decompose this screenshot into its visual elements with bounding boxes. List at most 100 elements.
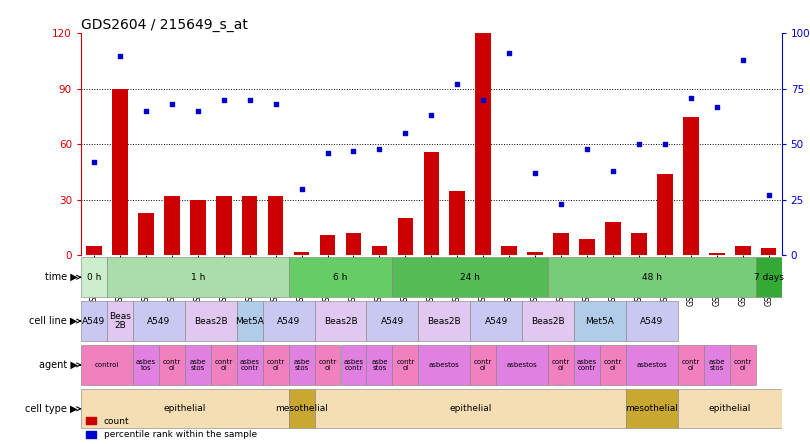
Point — [113, 52, 126, 59]
Point — [217, 96, 230, 103]
Bar — [683, 117, 698, 255]
Bar — [288, 345, 314, 385]
Text: 7 days: 7 days — [754, 273, 783, 282]
Bar — [81, 389, 288, 428]
Bar — [424, 152, 439, 255]
Bar — [216, 196, 232, 255]
Point — [321, 150, 334, 157]
Bar — [164, 196, 180, 255]
Text: A549: A549 — [640, 317, 663, 325]
Text: epithelial: epithelial — [449, 404, 492, 413]
Text: Beas2B: Beas2B — [194, 317, 228, 325]
Bar — [475, 33, 491, 255]
Point — [503, 50, 516, 57]
Bar — [237, 345, 262, 385]
Bar — [678, 345, 704, 385]
Text: 24 h: 24 h — [460, 273, 480, 282]
Point — [529, 170, 542, 177]
Bar — [626, 389, 678, 428]
Bar — [346, 233, 361, 255]
Text: contr
ol: contr ol — [318, 359, 337, 371]
Text: 48 h: 48 h — [642, 273, 662, 282]
Point — [165, 101, 178, 108]
Text: contr
ol: contr ol — [474, 359, 492, 371]
Text: epithelial: epithelial — [164, 404, 206, 413]
Bar — [626, 301, 678, 341]
Text: A549: A549 — [381, 317, 404, 325]
Bar — [211, 345, 237, 385]
Bar — [268, 196, 284, 255]
Point — [347, 147, 360, 155]
Point — [139, 107, 152, 115]
Point — [659, 141, 671, 148]
Text: asbestos: asbestos — [429, 362, 459, 368]
Text: mesothelial: mesothelial — [625, 404, 678, 413]
Bar — [340, 345, 366, 385]
Point — [451, 81, 464, 88]
Text: Met5A: Met5A — [235, 317, 264, 325]
Text: asbe
stos: asbe stos — [709, 359, 725, 371]
Text: 6 h: 6 h — [333, 273, 347, 282]
Bar — [605, 222, 620, 255]
Text: asbe
stos: asbe stos — [190, 359, 206, 371]
Bar — [678, 389, 782, 428]
Bar — [761, 248, 777, 255]
Text: asbes
contr: asbes contr — [240, 359, 260, 371]
Bar — [579, 239, 595, 255]
Text: contr
ol: contr ol — [396, 359, 415, 371]
Bar — [81, 301, 107, 341]
Bar — [709, 254, 725, 255]
Bar — [392, 345, 418, 385]
Text: asbes
tos: asbes tos — [136, 359, 156, 371]
Bar — [86, 246, 102, 255]
Text: cell line ▶: cell line ▶ — [29, 316, 78, 326]
Bar — [288, 258, 392, 297]
Bar — [107, 258, 288, 297]
Bar — [314, 389, 626, 428]
Bar — [81, 345, 133, 385]
Text: asbe
stos: asbe stos — [293, 359, 309, 371]
Bar — [262, 301, 314, 341]
Text: A549: A549 — [484, 317, 508, 325]
Bar — [314, 345, 340, 385]
Bar — [366, 345, 392, 385]
Text: agent ▶: agent ▶ — [39, 360, 78, 370]
Bar — [657, 174, 672, 255]
Bar — [418, 301, 471, 341]
Bar — [112, 89, 128, 255]
Point — [295, 185, 308, 192]
Text: mesothelial: mesothelial — [275, 404, 328, 413]
Bar — [704, 345, 730, 385]
Bar — [320, 235, 335, 255]
Text: Beas2B: Beas2B — [428, 317, 461, 325]
Bar — [730, 345, 756, 385]
Text: contr
ol: contr ol — [682, 359, 700, 371]
Text: asbestos: asbestos — [637, 362, 667, 368]
Bar — [631, 233, 646, 255]
Text: contr
ol: contr ol — [552, 359, 570, 371]
Bar — [185, 301, 237, 341]
Bar — [418, 345, 471, 385]
Text: asbes
contr: asbes contr — [577, 359, 597, 371]
Text: Beas
2B: Beas 2B — [109, 313, 131, 330]
Text: A549: A549 — [277, 317, 301, 325]
Point — [684, 94, 697, 101]
Bar — [294, 252, 309, 255]
Point — [424, 112, 437, 119]
Bar — [133, 301, 185, 341]
Bar — [366, 301, 418, 341]
Text: A549: A549 — [83, 317, 105, 325]
Text: asbe
stos: asbe stos — [371, 359, 388, 371]
Text: Beas2B: Beas2B — [324, 317, 357, 325]
Point — [269, 101, 282, 108]
Point — [762, 192, 775, 199]
Bar — [81, 258, 107, 297]
Bar — [450, 190, 465, 255]
Legend: count, percentile rank within the sample: count, percentile rank within the sample — [86, 417, 257, 440]
Bar — [190, 200, 206, 255]
Point — [191, 107, 204, 115]
Bar — [626, 345, 678, 385]
Point — [581, 145, 594, 152]
Text: 0 h: 0 h — [87, 273, 101, 282]
Bar — [548, 345, 574, 385]
